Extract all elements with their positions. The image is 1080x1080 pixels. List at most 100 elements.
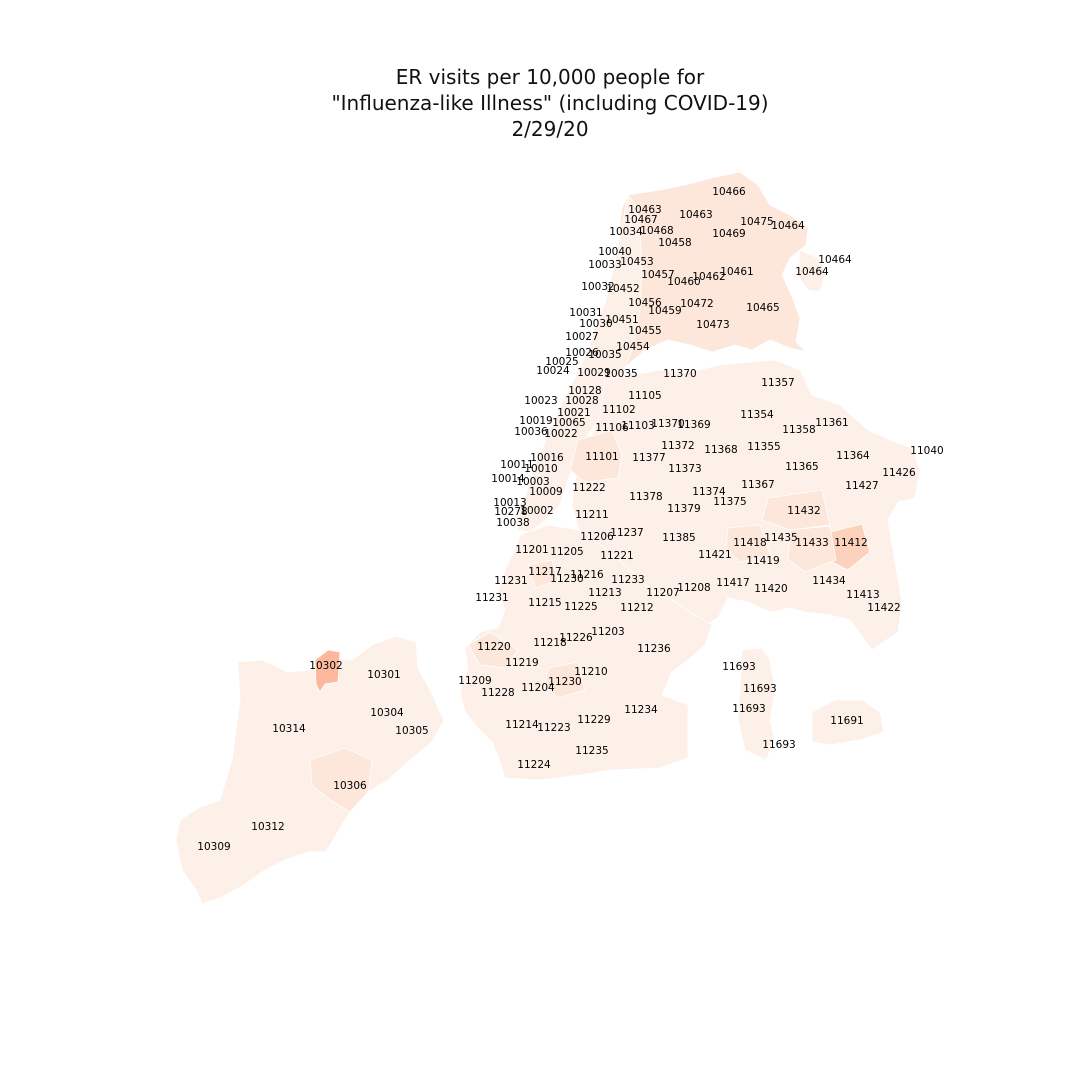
zip-label: 10468 [640,225,673,237]
zip-label: 11412 [834,537,867,549]
zip-label: 10464 [795,266,829,278]
zip-label: 10455 [628,325,661,337]
zip-label: 10030 [579,318,612,330]
zip-label: 10040 [598,246,631,258]
zip-label: 11372 [661,440,694,452]
zip-label: 11357 [761,377,794,389]
zip-label: 10016 [530,452,564,464]
zip-label: 10457 [641,269,674,281]
zip-label: 10466 [712,186,746,198]
zip-label: 11219 [505,657,538,669]
zip-label: 11379 [667,503,700,515]
zip-label: 10464 [818,254,852,266]
zip-label: 10036 [514,426,548,438]
zip-label: 11230 [550,573,583,585]
zip-label: 10010 [524,463,557,475]
region-staten-island-10306 [309,747,373,813]
zip-label: 10460 [667,276,700,288]
zip-label: 10463 [628,204,661,216]
zip-label: 11204 [521,682,555,694]
zip-label: 11435 [764,532,797,544]
zip-label: 11228 [481,687,514,699]
zip-label: 11215 [528,597,561,609]
zip-label: 11235 [575,745,608,757]
zip-label: 11367 [741,479,774,491]
zip-label: 11216 [570,569,604,581]
zip-label: 11361 [815,417,848,429]
zip-label: 11365 [785,461,818,473]
zip-label: 11691 [830,715,863,727]
zip-label: 10459 [648,305,681,317]
zip-label: 11218 [533,637,566,649]
title-line-2: "Influenza-like Illness" (including COVI… [331,91,769,115]
zip-label: 10467 [624,214,657,226]
borough-regions [175,171,921,905]
zip-label: 11427 [845,480,878,492]
zip-label: 10301 [367,669,400,681]
region-brooklyn-11217 [527,559,559,589]
zip-label: 11426 [882,467,916,479]
zip-label: 11234 [624,704,658,716]
zip-label: 10022 [544,428,577,440]
zip-label: 11233 [611,574,644,586]
zip-label: 10456 [628,297,662,309]
zip-label: 11364 [836,450,870,462]
zip-label: 10025 [545,356,578,368]
zip-label: 11101 [585,451,618,463]
zip-label: 10453 [620,256,653,268]
zip-label: 11231 [494,575,527,587]
zip-label: 10278 [494,506,527,518]
zip-label: 11103 [621,420,654,432]
zip-label: 11370 [663,368,696,380]
zip-label: 11105 [628,390,661,402]
zip-label: 10454 [616,341,650,353]
zip-label: 11211 [575,509,608,521]
zip-label: 10013 [493,497,526,509]
zip-label: 11354 [740,409,774,421]
zip-label: 11209 [458,675,491,687]
zip-label: 11106 [595,422,629,434]
zip-label: 10128 [568,385,601,397]
zip-label: 10024 [536,365,570,377]
region-staten-island-10302 [314,649,341,693]
zip-label: 10014 [491,473,525,485]
zip-label: 10026 [565,347,599,359]
zip-label: 10032 [581,281,614,293]
zip-label: 11201 [515,544,548,556]
region-rockaways [737,647,776,761]
zip-label: 11223 [537,722,570,734]
region-brooklyn-11230 [544,661,586,699]
zip-label: 11422 [867,602,900,614]
region-brooklyn [459,524,713,781]
zip-label: 11693 [743,683,776,695]
zip-label: 10305 [395,725,428,737]
title-line-3: 2/29/20 [511,117,589,141]
zip-label: 10304 [370,707,404,719]
zip-label: 10451 [605,314,638,326]
zip-label: 11693 [722,661,755,673]
zip-label: 10029 [577,367,610,379]
zip-label: 11212 [620,602,653,614]
zip-label: 10465 [746,302,779,314]
zip-label: 11210 [574,666,607,678]
zip-label: 11217 [528,566,561,578]
zip-label: 11225 [564,601,597,613]
zip-label: 10463 [679,209,712,221]
zip-label: 11213 [588,587,621,599]
zip-label: 11434 [812,575,846,587]
zip-label: 10038 [496,517,529,529]
zip-label: 10023 [524,395,557,407]
title-line-1: ER visits per 10,000 people for [395,65,705,89]
zip-label: 10302 [309,660,342,672]
zip-label: 11102 [602,404,635,416]
zip-label: 11693 [762,739,795,751]
zip-label: 11377 [632,452,665,464]
zip-label: 10462 [692,271,725,283]
zip-label: 11375 [713,496,746,508]
zip-label: 10461 [720,266,753,278]
zip-label: 10309 [197,841,230,853]
zip-label: 10034 [609,226,643,238]
zip-label: 11207 [646,587,679,599]
zip-label: 11236 [637,643,671,655]
